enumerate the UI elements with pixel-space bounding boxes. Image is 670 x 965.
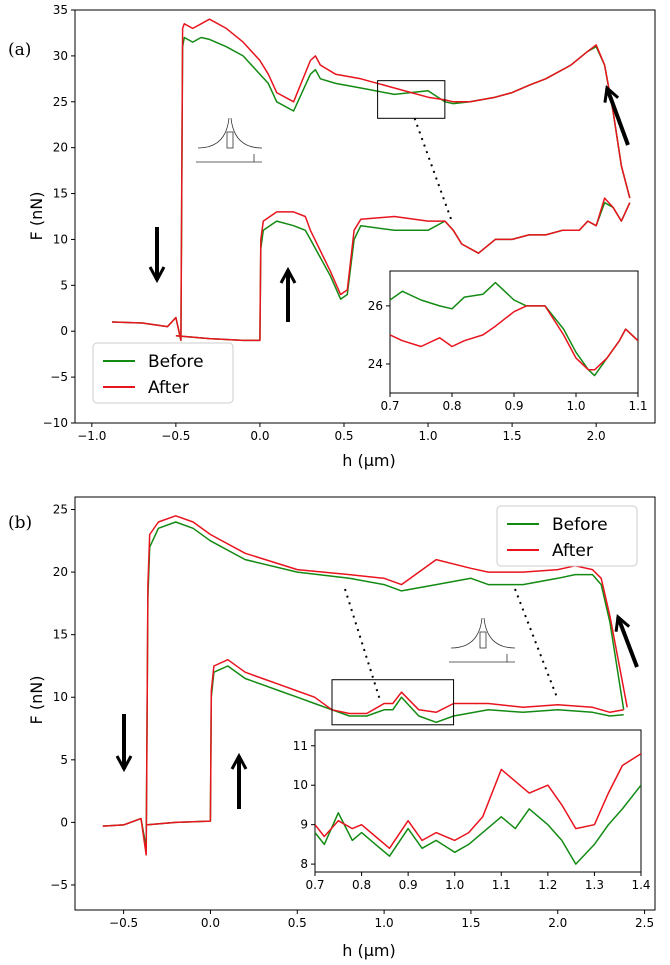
a-legend: Before After [92, 342, 234, 404]
b-inset-x-tick-label: 1.1 [492, 878, 511, 892]
a-y-tick-label: 15 [53, 187, 68, 201]
a-series-after-line [111, 18, 631, 342]
x-axis-label-a: h (μm) [342, 451, 395, 470]
b-y-tick-label: 25 [53, 503, 68, 517]
b-legend: Before After [496, 505, 638, 567]
a-legend-label-before: Before [148, 352, 204, 372]
panel-label-b: (b) [8, 513, 32, 533]
a-arrow-down-head [148, 266, 166, 284]
a-inset-x-tick-label: 1.0 [566, 399, 585, 413]
b-inset-x-tick-label: 0.8 [352, 878, 371, 892]
b-inset-x-tick-label: 0.7 [305, 878, 324, 892]
b-inset-series-group [315, 753, 641, 865]
b-x-tick-label: 0.5 [288, 916, 307, 930]
b-inset-y-tick-label: 10 [293, 778, 308, 792]
b-legend-label-after: After [552, 541, 593, 561]
b-series-before-line [146, 665, 624, 826]
b-zoom-connector-right [514, 588, 559, 701]
a-x-tick-label: −1.0 [77, 429, 106, 443]
a-inset-frame [389, 270, 639, 394]
a-legend-label-after: After [148, 378, 189, 398]
b-inset-frame [314, 729, 642, 873]
a-inset-x-tick-label: 0.7 [380, 399, 399, 413]
a-y-tick-label: 30 [53, 49, 68, 63]
b-arrow-up-right-head [614, 614, 631, 632]
a-series-after-line [175, 197, 631, 342]
a-zoom-box [377, 80, 446, 119]
a-inset-x-tick-label: 0.9 [504, 399, 523, 413]
a-frame [74, 9, 656, 424]
a-x-tick-label: 0.0 [250, 429, 269, 443]
b-y-tick-label: 10 [53, 690, 68, 704]
b-zoom-connector-left [344, 588, 381, 701]
a-arrow-up-right-head [603, 85, 620, 103]
b-frame [74, 496, 656, 911]
a-x-tick-label: 0.5 [334, 429, 353, 443]
a-series-group [111, 18, 631, 342]
b-inset-x-tick-label: 1.0 [445, 878, 464, 892]
b-inset-series-before-line [315, 784, 641, 865]
a-inset-x-tick-label: 0.8 [442, 399, 461, 413]
a-y-tick-label: −10 [43, 416, 68, 430]
chart-panel-a: (a) h (μm) F (nN) −1.0 −0.5 0.0 0.5 1.0 1.5 2.… [8, 3, 656, 470]
a-arrow-up-head [279, 266, 297, 284]
b-y-tick-label: −5 [50, 878, 68, 892]
y-axis-label-a: F (nN) [27, 192, 46, 241]
b-arrow-down-head [115, 755, 133, 773]
a-x-tick-label: 2.0 [587, 429, 606, 443]
a-y-tick-label: 35 [53, 3, 68, 17]
x-axis-label-b: h (μm) [342, 941, 395, 960]
a-inset-y-tick-label: 26 [368, 299, 383, 313]
b-x-tick-label: 1.5 [461, 916, 480, 930]
a-y-tick-label: 20 [53, 141, 68, 155]
a-y-tick-label: −5 [50, 370, 68, 384]
b-x-tick-label: 2.5 [635, 916, 654, 930]
b-inset-x-tick-label: 1.2 [538, 878, 557, 892]
b-y-tick-label: 0 [60, 815, 68, 829]
b-y-tick-label: 20 [53, 565, 68, 579]
a-x-tick-label: 1.5 [503, 429, 522, 443]
chart-panel-b: (b) h (μm) F (nN) −0.5 0.0 0.5 1.0 1.5 2.0 2.5… [8, 496, 656, 960]
b-x-tick-label: 0.0 [201, 916, 220, 930]
a-zoom-connector [413, 117, 452, 220]
panel-label-a: (a) [8, 40, 31, 60]
b-inset-y-tick-label: 9 [300, 818, 308, 832]
b-inset: 0.7 0.8 0.9 1.0 1.1 1.2 1.3 1.4 8 9 10 11 [293, 729, 651, 892]
y-axis-label-b: F (nN) [27, 676, 46, 725]
a-inset-x-tick-label: 1.1 [628, 399, 647, 413]
b-y-tick-label: 5 [60, 753, 68, 767]
b-inset-x-tick-label: 1.3 [585, 878, 604, 892]
b-inset-y-tick-label: 8 [300, 857, 308, 871]
b-series-after-line [146, 658, 624, 826]
a-inset-series-group [390, 281, 638, 377]
b-arrow-up-right-shaft [616, 616, 639, 668]
a-y-tick-label: 25 [53, 95, 68, 109]
b-y-tick-label: 15 [53, 628, 68, 642]
b-inset-y-tick-label: 11 [293, 739, 308, 753]
a-x-tick-label: −0.5 [161, 429, 190, 443]
b-zoom-box [331, 679, 455, 726]
b-arrow-up-head [230, 752, 248, 770]
b-inset-x-tick-label: 0.9 [399, 878, 418, 892]
a-y-tick-label: 10 [53, 232, 68, 246]
a-inset-series-after-line [390, 305, 638, 371]
a-x-tick-label: 1.0 [418, 429, 437, 443]
a-inset: 0.7 0.8 0.9 1.0 1.1 24 26 [368, 270, 648, 413]
b-x-tick-label: −0.5 [109, 916, 138, 930]
a-y-tick-label: 0 [60, 324, 68, 338]
b-tip-icon [449, 617, 516, 663]
a-inset-y-tick-label: 24 [368, 357, 383, 371]
b-inset-series-after-line [315, 753, 641, 850]
b-x-tick-label: 2.0 [548, 916, 567, 930]
a-tip-icon [196, 117, 263, 163]
b-x-tick-label: 1.0 [375, 916, 394, 930]
a-arrow-up-right-shaft [605, 87, 630, 146]
a-y-tick-label: 5 [60, 278, 68, 292]
b-inset-x-tick-label: 1.4 [631, 878, 650, 892]
b-legend-label-before: Before [552, 515, 608, 535]
